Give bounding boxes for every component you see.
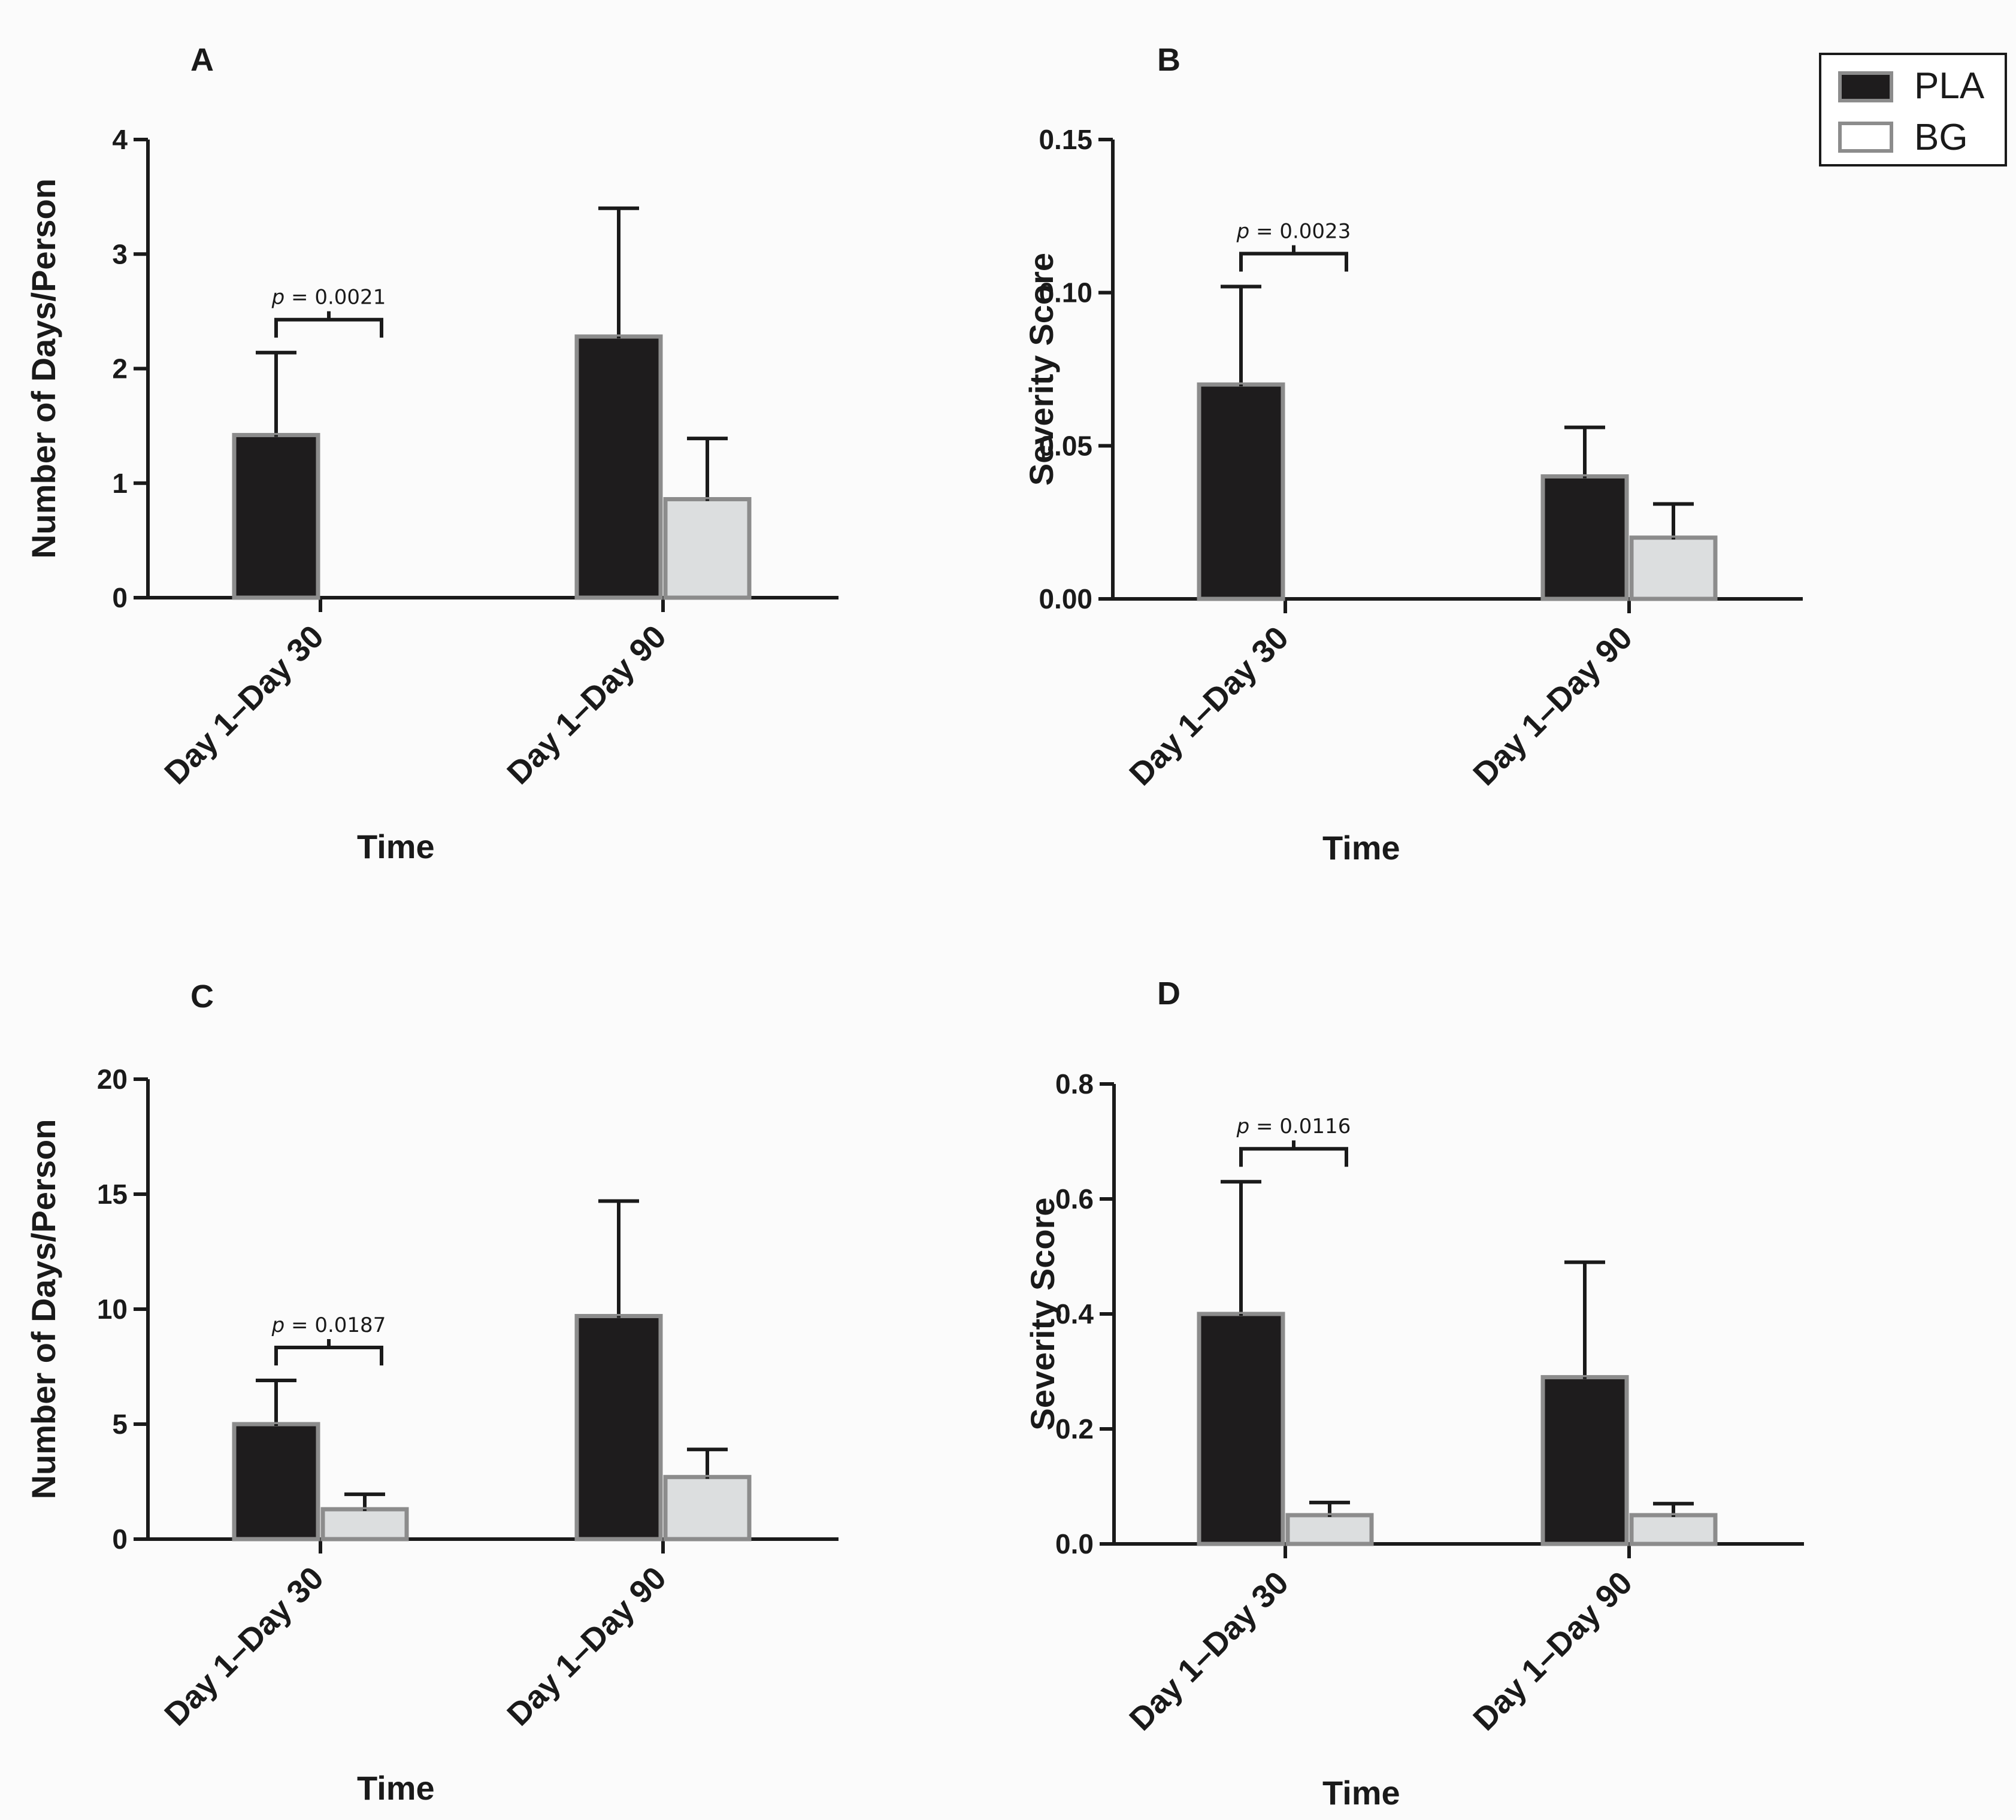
y-tick-label-a: 1 — [112, 468, 128, 499]
bar-pla-a — [232, 432, 320, 600]
x-category-label-b: Day 1–Day 90 — [1466, 620, 1639, 793]
p-value-label-c: p = 0.0187 — [271, 1313, 386, 1337]
panel-c: C 0 5 10 15 20 Number of Days/Person Time Day 1–… — [25, 979, 839, 1807]
y-tick-label-a: 4 — [112, 124, 128, 155]
bar-bg-b — [1629, 535, 1718, 601]
x-axis-title-c: Time — [357, 1769, 435, 1807]
y-tick-label-c: 20 — [97, 1064, 128, 1095]
y-tick-label-c: 10 — [97, 1294, 128, 1325]
y-tick-label-b: 0.15 — [1039, 124, 1092, 155]
bar-bg-a — [663, 497, 752, 600]
legend-label-bg: BG — [1914, 117, 1968, 158]
panel-label-a: A — [190, 42, 214, 78]
bar-bg-c — [663, 1474, 752, 1542]
y-tick-label-b: 0.05 — [1039, 430, 1092, 461]
x-axis-title-d: Time — [1322, 1774, 1400, 1812]
legend: PLA BG — [1819, 53, 2007, 166]
x-category-label-a: Day 1–Day 30 — [158, 619, 331, 792]
y-axis-title-b: Severity Score — [1022, 253, 1060, 486]
y-tick-label-b: 0.00 — [1039, 583, 1092, 614]
bar-pla-d — [1540, 1375, 1629, 1546]
panels: A 0 1 2 3 4 Number of Days/Person Time Day 1–Day… — [25, 42, 1804, 1812]
bar-bg-c — [320, 1507, 409, 1542]
panel-d: D 0.0 0.2 0.4 0.6 0.8 Severity Score Time Day 1–… — [1024, 976, 1804, 1812]
y-tick-label-b: 0.10 — [1039, 277, 1092, 308]
significance-bracket-a — [274, 311, 383, 338]
x-category-label-c: Day 1–Day 90 — [500, 1560, 673, 1733]
y-tick-label-d: 0.0 — [1055, 1528, 1094, 1559]
y-tick-label-a: 3 — [112, 238, 128, 269]
x-category-label-b: Day 1–Day 30 — [1122, 620, 1295, 793]
significance-bracket-b — [1239, 245, 1348, 272]
p-value-label-b: p = 0.0023 — [1236, 219, 1351, 243]
x-axis-title-a: Time — [357, 828, 435, 865]
y-tick-label-d: 0.6 — [1055, 1183, 1094, 1215]
x-category-label-a: Day 1–Day 90 — [500, 619, 673, 792]
legend-label-pla: PLA — [1914, 65, 1985, 107]
legend-swatch-pla — [1838, 71, 1893, 102]
y-axis-title-c: Number of Days/Person — [25, 1119, 62, 1500]
y-axis-title-d: Severity Score — [1024, 1197, 1061, 1430]
significance-bracket-d — [1239, 1140, 1348, 1167]
p-value-label-d: p = 0.0116 — [1236, 1115, 1351, 1138]
y-tick-label-c: 0 — [112, 1524, 128, 1555]
bar-pla-c — [574, 1314, 663, 1542]
y-tick-label-c: 15 — [97, 1179, 128, 1210]
panel-label-b: B — [1157, 42, 1180, 78]
panel-b: B 0.00 0.05 0.10 0.15 Severity Score Time Day 1… — [1022, 42, 1803, 867]
bar-pla-d — [1197, 1312, 1285, 1546]
y-tick-label-a: 0 — [112, 582, 128, 613]
y-tick-label-a: 2 — [112, 353, 128, 384]
y-tick-label-d: 0.4 — [1055, 1298, 1094, 1330]
bar-pla-c — [232, 1422, 320, 1542]
x-category-label-d: Day 1–Day 90 — [1466, 1565, 1639, 1738]
y-tick-label-d: 0.8 — [1055, 1068, 1094, 1100]
panel-label-d: D — [1157, 976, 1180, 1012]
bar-bg-d — [1285, 1513, 1374, 1546]
panel-label-c: C — [190, 979, 214, 1015]
y-axis-title-a: Number of Days/Person — [25, 178, 62, 559]
panel-a: A 0 1 2 3 4 Number of Days/Person Time Day 1–Day… — [25, 42, 839, 865]
y-tick-label-d: 0.2 — [1055, 1413, 1094, 1445]
x-category-label-c: Day 1–Day 30 — [158, 1560, 331, 1733]
legend-swatch-bg — [1838, 122, 1893, 153]
x-category-label-d: Day 1–Day 30 — [1122, 1565, 1295, 1738]
y-tick-label-c: 5 — [112, 1409, 128, 1440]
bar-bg-d — [1629, 1513, 1718, 1546]
p-value-label-a: p = 0.0021 — [271, 286, 386, 310]
x-axis-title-b: Time — [1322, 829, 1400, 867]
bar-pla-b — [1197, 382, 1285, 601]
significance-bracket-c — [274, 1339, 383, 1366]
bar-pla-b — [1540, 474, 1629, 601]
bar-pla-a — [574, 334, 663, 600]
